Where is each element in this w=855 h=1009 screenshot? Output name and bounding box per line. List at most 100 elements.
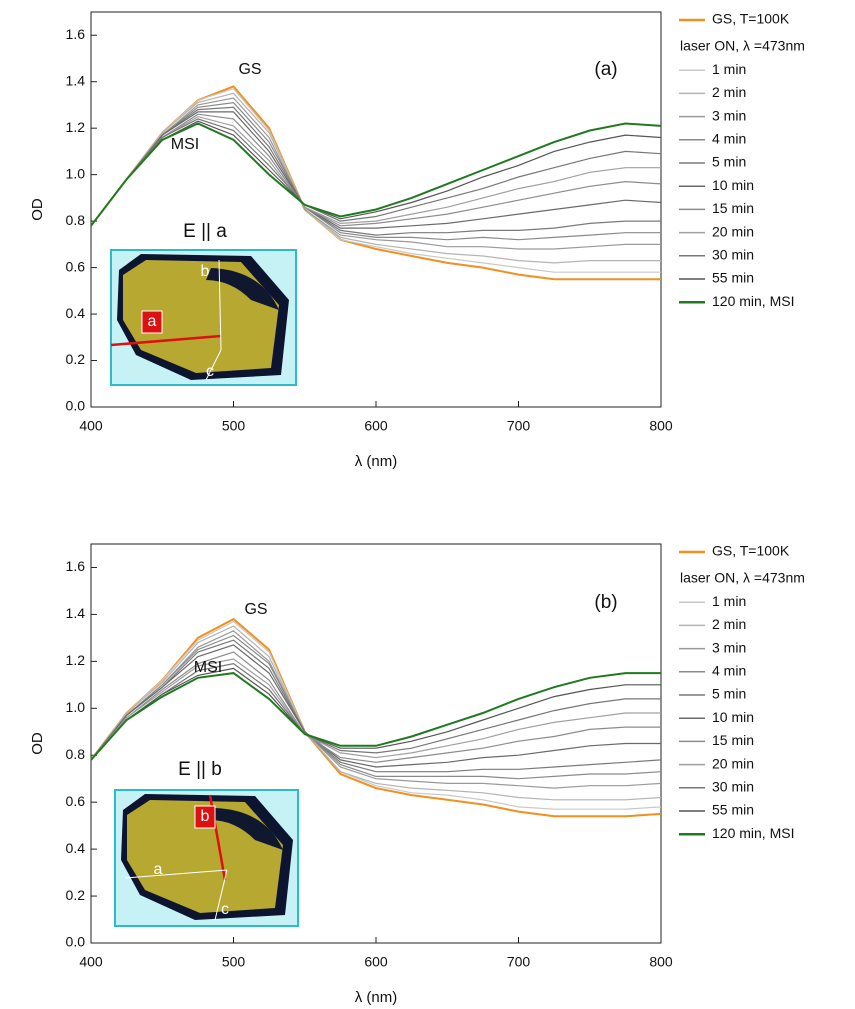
panel-label: (a) xyxy=(594,59,617,80)
y-tick-label: 0.8 xyxy=(66,746,86,762)
x-tick-label: 600 xyxy=(364,954,388,970)
inset-title: E || a xyxy=(183,221,227,242)
label-box xyxy=(194,805,216,829)
inset-label: c xyxy=(221,901,229,918)
inset: a b c xyxy=(110,249,297,386)
series-line xyxy=(90,122,662,227)
x-axis-label: λ (nm) xyxy=(355,453,398,470)
legend-label: 55 min xyxy=(712,270,754,286)
series-line xyxy=(90,118,662,227)
legend-note: laser ON, λ =473nm xyxy=(680,570,805,586)
label-box xyxy=(141,310,163,334)
y-tick-label: 0.2 xyxy=(66,351,86,367)
series-line xyxy=(90,663,661,761)
series-line xyxy=(90,651,661,763)
series-line xyxy=(90,630,662,789)
series-line xyxy=(90,97,661,250)
y-tick-label: 0.8 xyxy=(66,212,86,228)
legend-label: 2 min xyxy=(712,616,746,632)
series-line xyxy=(90,111,662,229)
x-tick-label: 800 xyxy=(649,954,673,970)
e-vector xyxy=(110,334,222,347)
legend-label: 30 min xyxy=(712,247,754,263)
series-line xyxy=(90,639,662,773)
series-line xyxy=(90,667,661,761)
axis-line xyxy=(124,869,228,879)
inset: a b c xyxy=(114,789,299,927)
series-line xyxy=(90,92,661,264)
legend-label: 3 min xyxy=(712,107,746,123)
y-tick-label: 0.2 xyxy=(66,887,86,903)
x-axis-label: λ (nm) xyxy=(355,989,398,1006)
x-tick-label: 700 xyxy=(507,418,531,434)
legend-label: GS, T=100K xyxy=(712,543,790,559)
axis-line xyxy=(214,869,228,921)
legend-label: GS, T=100K xyxy=(712,11,790,27)
series-line xyxy=(90,634,662,780)
x-tick-label: 800 xyxy=(649,418,673,434)
legend-label: 10 min xyxy=(712,177,754,193)
legend-label: 15 min xyxy=(712,732,754,748)
legend-label: 4 min xyxy=(712,663,746,679)
panel-label: (b) xyxy=(594,592,617,613)
crystal-dark xyxy=(206,268,279,310)
inset-label: b xyxy=(201,808,210,825)
series-line xyxy=(90,644,661,768)
inset-label: b xyxy=(201,263,210,280)
legend-note: laser ON, λ =473nm xyxy=(680,38,805,54)
x-tick-label: 400 xyxy=(79,954,103,970)
legend-label: 10 min xyxy=(712,709,754,725)
y-axis-label: OD xyxy=(29,732,46,755)
legend-label: 5 min xyxy=(712,686,746,702)
y-tick-label: 1.4 xyxy=(66,72,86,88)
legend-label: 30 min xyxy=(712,779,754,795)
legend-label: 1 min xyxy=(712,61,746,77)
inset-label: a xyxy=(154,861,163,878)
y-tick-label: 0.4 xyxy=(66,305,86,321)
axis-line xyxy=(218,259,222,351)
annotation: GS xyxy=(244,601,267,618)
series-line xyxy=(90,658,661,761)
y-axis-label: OD xyxy=(29,198,46,221)
annotation: MSI xyxy=(194,659,222,676)
y-tick-label: 0.6 xyxy=(66,258,86,274)
y-tick-label: 1.4 xyxy=(66,605,86,621)
legend-label: 20 min xyxy=(712,223,754,239)
legend-label: 20 min xyxy=(712,755,754,771)
series-line xyxy=(90,113,662,227)
x-tick-label: 700 xyxy=(507,954,531,970)
y-tick-label: 1.2 xyxy=(66,119,86,135)
y-tick-label: 1.0 xyxy=(66,165,86,181)
axis-line xyxy=(205,349,222,381)
series-line xyxy=(90,625,662,801)
y-tick-label: 1.0 xyxy=(66,699,86,715)
legend-label: 4 min xyxy=(712,131,746,147)
series-line xyxy=(90,88,661,273)
series-line xyxy=(90,106,661,236)
x-tick-label: 500 xyxy=(222,418,246,434)
legend-label: 2 min xyxy=(712,84,746,100)
annotation: GS xyxy=(238,61,261,78)
inset-title: E || b xyxy=(178,759,222,780)
series-line xyxy=(90,620,662,810)
x-tick-label: 600 xyxy=(364,418,388,434)
x-tick-label: 500 xyxy=(222,954,246,970)
series-line xyxy=(90,617,662,818)
annotation: MSI xyxy=(171,136,199,153)
y-tick-label: 0.4 xyxy=(66,840,86,856)
y-tick-label: 1.6 xyxy=(66,558,86,574)
y-tick-label: 0.0 xyxy=(66,398,86,414)
y-tick-label: 0.0 xyxy=(66,934,86,950)
y-tick-label: 1.2 xyxy=(66,652,86,668)
series-line xyxy=(90,115,661,227)
inset-label: a xyxy=(148,313,157,330)
series-line xyxy=(90,101,661,241)
legend-label: 5 min xyxy=(712,154,746,170)
legend-label: 1 min xyxy=(712,593,746,609)
series-line xyxy=(90,672,661,761)
legend-label: 15 min xyxy=(712,200,754,216)
y-tick-label: 0.6 xyxy=(66,793,86,809)
x-tick-label: 400 xyxy=(79,418,103,434)
series-line xyxy=(90,120,662,227)
